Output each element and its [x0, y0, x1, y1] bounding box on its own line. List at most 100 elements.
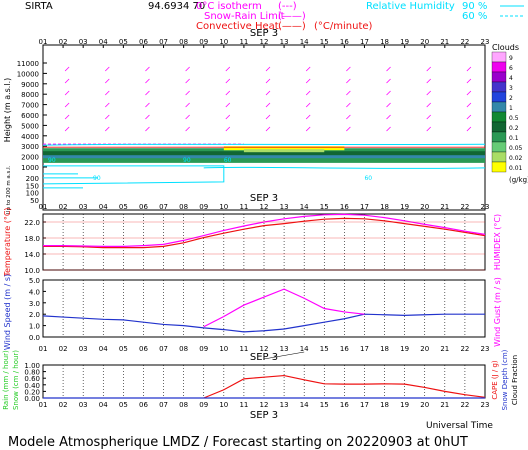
- clouds-legend-swatch: [491, 51, 507, 63]
- temperature-humidex-tick-label: 22.0: [24, 219, 40, 227]
- mid-hour-label: 04: [99, 203, 108, 211]
- wind-barb: [386, 114, 391, 120]
- mid-hour-label: 19: [400, 203, 409, 211]
- wind-barb: [225, 66, 231, 72]
- snow-rain-legend-label: Snow-Rain Limit: [204, 11, 285, 22]
- snow-axis-label: Snow (cm / hour): [12, 350, 20, 410]
- mid-hour-label: 16: [340, 203, 349, 211]
- wind-barb: [265, 66, 271, 72]
- snow-depth-axis-label: Snow Depth (cm): [501, 349, 509, 410]
- temperature-humidex-tick-label: 18.0: [24, 235, 40, 243]
- wind-barb: [305, 102, 311, 108]
- wind-barb: [145, 126, 150, 132]
- wind-barb: [466, 102, 472, 108]
- bottom-hour-label: 12: [260, 401, 269, 409]
- clouds-legend-swatch: [491, 131, 507, 143]
- wind-barb: [265, 90, 271, 96]
- height-axis-label: Height (m a.s.l.): [3, 78, 12, 143]
- clouds-legend-level: 0.2: [509, 125, 519, 132]
- wind-tick-label: 0.0: [29, 334, 40, 342]
- top-hour-label: 02: [59, 38, 68, 46]
- height-tick-label: 5000: [21, 122, 39, 130]
- height-tick-label: 7000: [21, 102, 39, 110]
- convective-legend-unit: (°C/minute): [314, 21, 373, 32]
- precipitation-tick-label: 0.20: [24, 388, 40, 396]
- top-hour-label: 19: [400, 38, 409, 46]
- height-tick-label: 4000: [21, 133, 39, 141]
- bottom-hour-label: 21: [440, 401, 449, 409]
- height-tick-label: 1000: [21, 164, 39, 172]
- wind-barb: [466, 66, 472, 72]
- wind-barb: [346, 114, 351, 120]
- temperature-humidex-temperature-line: [43, 217, 486, 249]
- clouds-legend-level: 6: [509, 65, 513, 72]
- wind-barb: [426, 102, 432, 108]
- wind-barb: [64, 126, 70, 132]
- wind-barb: [64, 114, 70, 120]
- wind-barb: [185, 66, 190, 72]
- clouds-legend-swatch: [491, 61, 507, 73]
- wind-barb: [346, 126, 351, 132]
- bottom-hour-label: 09: [199, 401, 208, 409]
- wind-barb: [386, 78, 391, 84]
- bottom-hour-label: 20: [420, 401, 429, 409]
- lower-hour-label: 10: [219, 345, 228, 353]
- wind-barb: [145, 114, 150, 120]
- mid-hour-label: 08: [179, 203, 188, 211]
- lower-hour-label: 19: [400, 345, 409, 353]
- bottom-hour-label: 05: [119, 401, 128, 409]
- wind-barb: [145, 90, 150, 96]
- height-tick-label: 6000: [21, 112, 39, 120]
- wind-barb: [426, 78, 432, 84]
- wind-speed-axis-label: Wind Speed (m / s): [3, 274, 12, 350]
- bottom-hour-label: 14: [300, 401, 309, 409]
- lower-hour-label: 16: [340, 345, 349, 353]
- mid-hour-label: 12: [260, 203, 269, 211]
- top-hour-label: 21: [440, 38, 449, 46]
- bottom-hour-label: 17: [360, 401, 369, 409]
- mid-hour-label: 23: [481, 203, 490, 211]
- top-hour-label: 07: [159, 38, 168, 46]
- wind-barb: [64, 102, 70, 108]
- clouds-legend-level: 2: [509, 95, 513, 102]
- wind-barb: [104, 90, 110, 96]
- bottom-hour-label: 02: [59, 401, 68, 409]
- height-tick-label: 8000: [21, 91, 39, 99]
- bottom-hour-label: 22: [460, 401, 469, 409]
- top-hour-label: 15: [320, 38, 329, 46]
- lower-hour-label: 14: [300, 345, 309, 353]
- clouds-legend-swatch: [491, 161, 507, 173]
- bottom-hour-label: 11: [239, 401, 248, 409]
- lower-hour-label: 08: [179, 345, 188, 353]
- wind-wind_speed-line: [42, 313, 485, 333]
- wind-barb: [426, 66, 432, 72]
- mid-hour-label: 21: [440, 203, 449, 211]
- universal-time-label: Universal Time: [426, 421, 493, 431]
- wind-barb: [386, 66, 391, 72]
- wind-barb: [426, 90, 432, 96]
- wind-barb: [145, 66, 150, 72]
- footer-title: Modele Atmospherique LMDZ / Forecast sta…: [8, 435, 468, 450]
- lower-hour-label: 21: [440, 345, 449, 353]
- cloud-highlight-green: [243, 149, 325, 153]
- clouds-legend-level: 9: [509, 55, 513, 62]
- convective-legend-label: Convective Heat.: [196, 21, 282, 32]
- precipitation-cape-line: [203, 374, 486, 399]
- humidex-axis-label: HUMIDEX (°C): [493, 214, 502, 270]
- wind-barb: [225, 78, 231, 84]
- top-hour-label: 18: [380, 38, 389, 46]
- wind-barb: [466, 126, 472, 132]
- wind-barb: [426, 114, 432, 120]
- clouds-legend-level: 0.5: [509, 115, 519, 122]
- wind-barb: [185, 126, 190, 132]
- top-hour-label: 06: [139, 38, 148, 46]
- clouds-legend-unit: (g/kg): [509, 176, 528, 184]
- lower-hour-label: 15: [320, 345, 329, 353]
- date-label-4: SEP 3: [250, 410, 278, 421]
- top-hour-label: 03: [79, 38, 88, 46]
- rh-contour-label: 90: [93, 175, 101, 182]
- lower-hour-label: 20: [420, 345, 429, 353]
- mid-hour-label: 01: [39, 203, 48, 211]
- wind-tick-label: 2.0: [29, 311, 40, 319]
- wind-barb: [64, 78, 70, 84]
